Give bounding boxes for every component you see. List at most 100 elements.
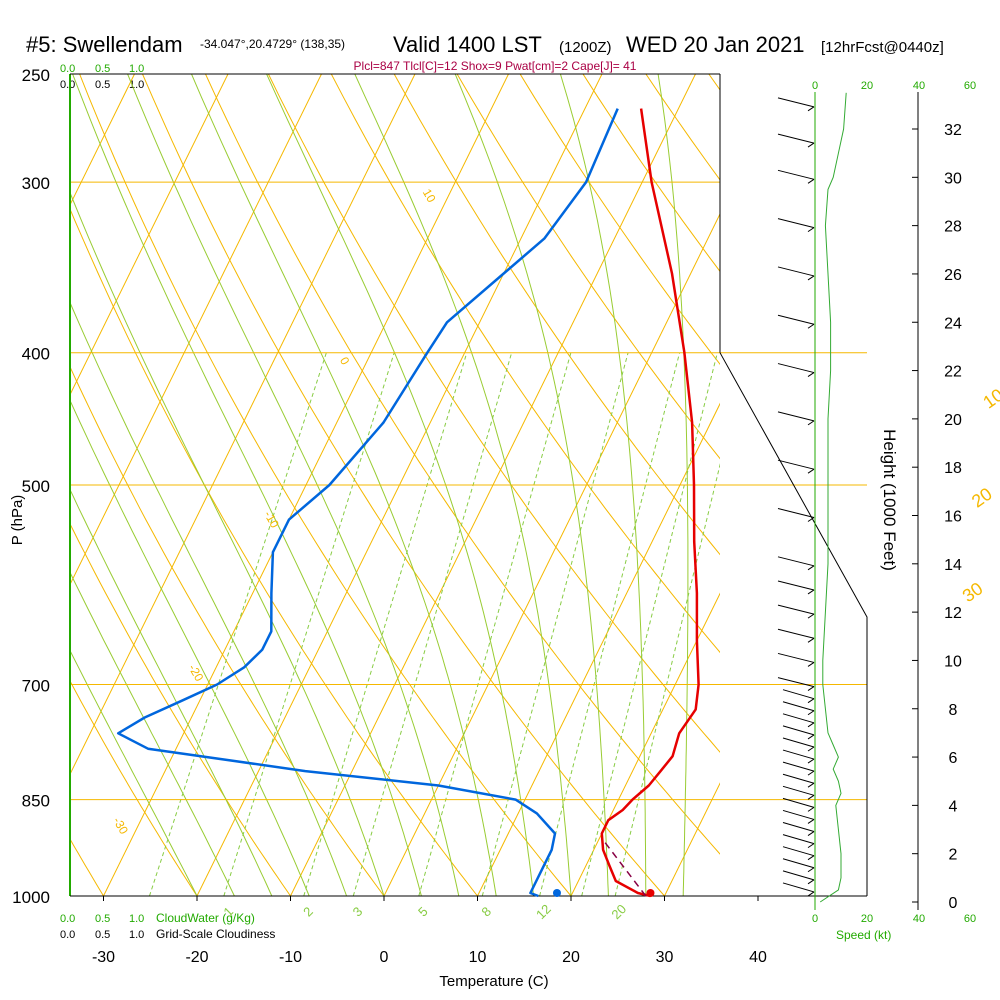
height-tick-label: 2: [949, 847, 958, 864]
speed-tick-top-60: 60: [964, 80, 976, 92]
wind-barb: [777, 363, 815, 374]
mixing-ratio-line: [352, 352, 513, 896]
isotherm-50: [852, 74, 1000, 896]
moist-adiabat: [70, 649, 198, 896]
station-title: #5: Swellendam: [26, 32, 183, 57]
wind-barb-flag: [807, 819, 815, 824]
dry-adiabat-label: 0: [337, 355, 353, 368]
wind-barb: [782, 725, 815, 736]
pressure-tick-label: 850: [22, 792, 50, 811]
surface-dewpoint-marker: [552, 889, 561, 897]
cloud-scale-bottom: 0.0 0.5 1.0 CloudWater (g/Kg) 0.0 0.5 1.…: [60, 911, 275, 941]
mixing-ratio-label: 5: [415, 904, 431, 920]
dry-adiabat-label: 20: [968, 484, 996, 512]
cloudiness-tick-05: 0.5: [95, 79, 110, 91]
dry-adiabat: [141, 74, 666, 896]
cloud-water-tick-0-bottom: 0.0: [60, 913, 75, 925]
moist-adiabat: [70, 399, 310, 896]
temp-tick-label: 0: [380, 949, 389, 966]
wind-barb-flag: [807, 106, 815, 112]
temp-tick-label: 10: [469, 949, 487, 966]
dry-adiabat: [70, 522, 292, 896]
wind-barb-flag: [807, 227, 815, 233]
wind-barb: [782, 797, 815, 808]
temp-tick-label: 30: [656, 949, 674, 966]
pressure-tick-label: 700: [22, 677, 50, 696]
zulu-time: (1200Z): [559, 39, 612, 56]
height-tick-label: 16: [944, 509, 962, 526]
wind-barb: [782, 761, 815, 772]
dry-adiabat-label: 10: [420, 186, 439, 205]
speed-tick-top-40: 40: [913, 80, 925, 92]
wind-barb: [782, 689, 815, 700]
wind-barb-flag: [807, 686, 815, 692]
dry-adiabat: [70, 679, 198, 896]
pressure-tick-label: 250: [22, 66, 50, 85]
pressure-tick-label: 300: [22, 174, 50, 193]
wind-barb-flag: [807, 698, 815, 704]
height-tick-label: 0: [949, 895, 958, 912]
height-tick-label: 20: [944, 412, 962, 429]
wind-barb-flag: [807, 782, 815, 788]
wind-barb-flag: [807, 517, 815, 522]
temp-axis-label: Temperature (C): [439, 973, 548, 990]
wind-barb: [782, 834, 815, 845]
wind-barb: [782, 749, 815, 760]
height-tick-label: 28: [944, 219, 962, 236]
wind-barb-flag: [807, 275, 815, 281]
wind-barb-flag: [807, 855, 815, 861]
cloudiness-tick-0: 0.0: [60, 79, 75, 91]
cloudiness-label: Grid-Scale Cloudiness: [156, 927, 275, 941]
height-tick-label: 14: [944, 557, 962, 574]
moist-adiabat: [70, 301, 348, 896]
hodograph-boundary: [719, 352, 868, 896]
dry-adiabat: [456, 74, 720, 460]
cloudiness-tick-0-bottom: 0.0: [60, 929, 75, 941]
wind-barb: [782, 701, 815, 712]
height-tick-label: 6: [949, 750, 958, 767]
height-tick-label: 10: [944, 653, 962, 670]
speed-tick-bottom-40: 40: [913, 913, 925, 925]
wind-barb: [782, 713, 815, 724]
moist-adiabat: [266, 74, 535, 896]
speed-label: Speed (kt): [836, 928, 891, 942]
dry-adiabat: [267, 74, 720, 753]
pressure-tick-label: 1000: [12, 888, 50, 907]
height-axis-label: Height (1000 Feet): [880, 429, 899, 571]
temp-tick-label: 40: [749, 949, 767, 966]
wind-barb: [782, 858, 815, 869]
dry-adiabat: [393, 74, 720, 556]
mixing-ratio-line: [539, 352, 681, 896]
speed-tick-top-20: 20: [861, 80, 873, 92]
temperature-line: [600, 108, 700, 898]
mixing-ratio-label: 12: [533, 901, 554, 922]
dewpoint-line: [116, 108, 619, 898]
dry-adiabat-label: -20: [186, 662, 207, 684]
wind-barb-flag: [807, 879, 815, 885]
mixing-ratio-label: 2: [300, 904, 316, 920]
temp-tick-label: -10: [279, 949, 302, 966]
height-tick-label: 22: [944, 364, 962, 381]
wind-barb-flag: [807, 468, 815, 474]
speed-tick-bottom-20: 20: [861, 913, 873, 925]
wind-barb-flag: [807, 758, 815, 764]
moist-adiabat: [657, 74, 689, 896]
wind-speed-profile: [819, 92, 847, 903]
isotherm--60: [70, 74, 229, 396]
height-tick-label: 12: [944, 605, 962, 622]
temp-tick-label: -20: [185, 949, 208, 966]
wind-barb: [777, 677, 815, 688]
temp-tick-label: 20: [562, 949, 580, 966]
wind-barb-flag: [807, 806, 815, 812]
mixing-ratio-line: [303, 352, 468, 896]
wind-panel: [777, 92, 847, 903]
wind-barb: [777, 508, 815, 518]
cloud-water-tick-1-bottom: 1.0: [129, 913, 144, 925]
moist-adiabat: [72, 74, 422, 896]
wind-barb-flag: [807, 891, 815, 897]
wind-barb: [782, 809, 815, 820]
wind-barb: [782, 785, 815, 796]
temp-tick-label: -30: [92, 949, 115, 966]
